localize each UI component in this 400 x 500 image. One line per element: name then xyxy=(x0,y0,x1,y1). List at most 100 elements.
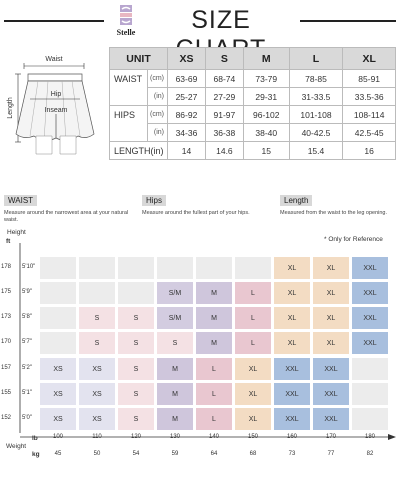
size-cell xyxy=(118,257,154,279)
size-table-cell: 27-29 xyxy=(204,87,244,106)
size-cell: XL xyxy=(235,358,271,380)
size-table-row-label xyxy=(109,123,148,142)
size-table-header-cell: S xyxy=(204,47,244,70)
size-table-cell: 15.4 xyxy=(288,141,344,160)
size-cell: S/M xyxy=(157,282,193,304)
size-table-cell: 36-38 xyxy=(204,123,244,142)
weight-kg-tick: 73 xyxy=(288,451,296,457)
size-cell: XS xyxy=(40,383,76,405)
size-cell: XL xyxy=(235,408,271,430)
size-cell: S xyxy=(118,383,154,405)
size-cell xyxy=(79,282,115,304)
size-cell: XS xyxy=(40,408,76,430)
weight-kg-tick: 54 xyxy=(132,451,140,457)
size-table-header-cell: UNIT xyxy=(109,47,168,70)
note-hips: Hips Measure around the fullest part of … xyxy=(142,190,260,217)
size-cell: L xyxy=(235,282,271,304)
size-cell: XXL xyxy=(313,408,349,430)
weight-lb-tick: 150 xyxy=(247,434,258,440)
size-table-cell: 15 xyxy=(242,141,290,160)
weight-lb-tick: 100 xyxy=(52,434,63,440)
size-cell: S xyxy=(118,307,154,329)
size-table-cell: 29-31 xyxy=(242,87,290,106)
size-table-cell: 86-92 xyxy=(167,105,206,124)
weight-lb-tick: 120 xyxy=(130,434,141,440)
weight-lb-tick: 180 xyxy=(364,434,375,440)
size-cell: S xyxy=(157,332,193,354)
note-hips-desc: Measure around the fullest part of your … xyxy=(142,210,250,216)
height-axis-title: Height xyxy=(7,229,26,236)
size-cell: XS xyxy=(79,383,115,405)
size-cell: M xyxy=(196,282,232,304)
height-ft-label: 5'1" xyxy=(22,390,32,396)
size-table-unit: (in) xyxy=(147,87,168,106)
size-cell: XL xyxy=(313,332,349,354)
weight-lb-tick: 110 xyxy=(92,434,102,440)
size-table-cell: 73-79 xyxy=(242,69,290,88)
weight-kg-tick: 64 xyxy=(210,451,218,457)
header: Stelle SIZE CHART xyxy=(0,0,400,63)
height-cm-label: 157 xyxy=(1,365,12,371)
size-table: UNIT XS S M L XL WAIST (cm) 63-69 68-74 73-79 78-85… xyxy=(109,47,396,160)
size-cell: XXL xyxy=(274,358,310,380)
size-cell xyxy=(79,257,115,279)
size-cell: XL xyxy=(274,282,310,304)
chart-axes xyxy=(19,243,396,440)
size-table-cell: 63-69 xyxy=(167,69,206,88)
size-table-cell: 14.6 xyxy=(204,141,244,160)
weight-axis-title: Weight xyxy=(6,443,27,450)
size-table-cell: 108-114 xyxy=(342,105,396,124)
size-table-header-row: UNIT XS S M L XL xyxy=(109,47,396,70)
waist-label: Waist xyxy=(45,56,62,63)
weight-kg-tick: 45 xyxy=(54,451,62,457)
note-waist: WAIST Measure around the narrowest area … xyxy=(4,190,132,224)
size-table-cell: 33.5-36 xyxy=(342,87,396,106)
height-ft-label: 5'0" xyxy=(22,415,32,421)
reference-note: * Only for Reference xyxy=(324,236,383,243)
size-cell xyxy=(118,282,154,304)
size-table-cell: 96-102 xyxy=(242,105,290,124)
weight-lb-tick: 130 xyxy=(169,434,180,440)
size-cell: XL xyxy=(313,282,349,304)
size-table-row: HIPS (cm) 86-92 91-97 96-102 101-108 108-114 xyxy=(109,105,396,124)
size-table-row: WAIST (cm) 63-69 68-74 73-79 78-85 85-91 xyxy=(109,69,396,88)
size-cell xyxy=(40,332,76,354)
size-cell: XL xyxy=(274,307,310,329)
brand-logo-icon xyxy=(120,5,132,25)
size-table-row: (in) 25-27 27-29 29-31 31-33.5 33.5-36 xyxy=(109,87,396,106)
height-cm-label: 155 xyxy=(1,390,12,396)
note-hips-tag: Hips xyxy=(142,195,167,206)
height-ft-label: 5'8" xyxy=(22,314,32,320)
size-table-cell: 85-91 xyxy=(342,69,396,88)
size-table-row-label xyxy=(109,87,148,106)
size-cell: S xyxy=(79,307,115,329)
size-cell: L xyxy=(235,332,271,354)
x-axis-arrow xyxy=(388,434,396,440)
size-cell: XS xyxy=(79,358,115,380)
size-cell xyxy=(352,383,388,405)
size-table-row-label: LENGTH(in) xyxy=(109,141,168,160)
size-cell xyxy=(352,358,388,380)
size-cell: XXL xyxy=(313,358,349,380)
size-cell: S xyxy=(118,358,154,380)
height-ft-label: 5'2" xyxy=(22,365,32,371)
size-cell: XL xyxy=(313,307,349,329)
size-cell xyxy=(196,257,232,279)
size-cell: XXL xyxy=(313,383,349,405)
weight-kg-tick: 68 xyxy=(249,451,257,457)
size-table-cell: 68-74 xyxy=(204,69,244,88)
height-cm-label: 170 xyxy=(1,339,12,345)
height-cm-label: 178 xyxy=(1,264,12,270)
size-table-cell: 31-33.5 xyxy=(288,87,344,106)
size-cell: M xyxy=(196,307,232,329)
size-cell: M xyxy=(196,332,232,354)
size-cell: L xyxy=(235,307,271,329)
height-axis-unit: ft xyxy=(6,238,11,245)
header-rule-right xyxy=(300,20,396,22)
height-ft-label: 5'7" xyxy=(22,339,32,345)
weight-unit-lb: lb xyxy=(32,435,38,442)
size-table-unit: (cm) xyxy=(147,105,168,124)
size-table-cell: 40-42.5 xyxy=(288,123,344,142)
size-table-header-cell: XL xyxy=(342,47,396,70)
size-cell: M xyxy=(157,408,193,430)
